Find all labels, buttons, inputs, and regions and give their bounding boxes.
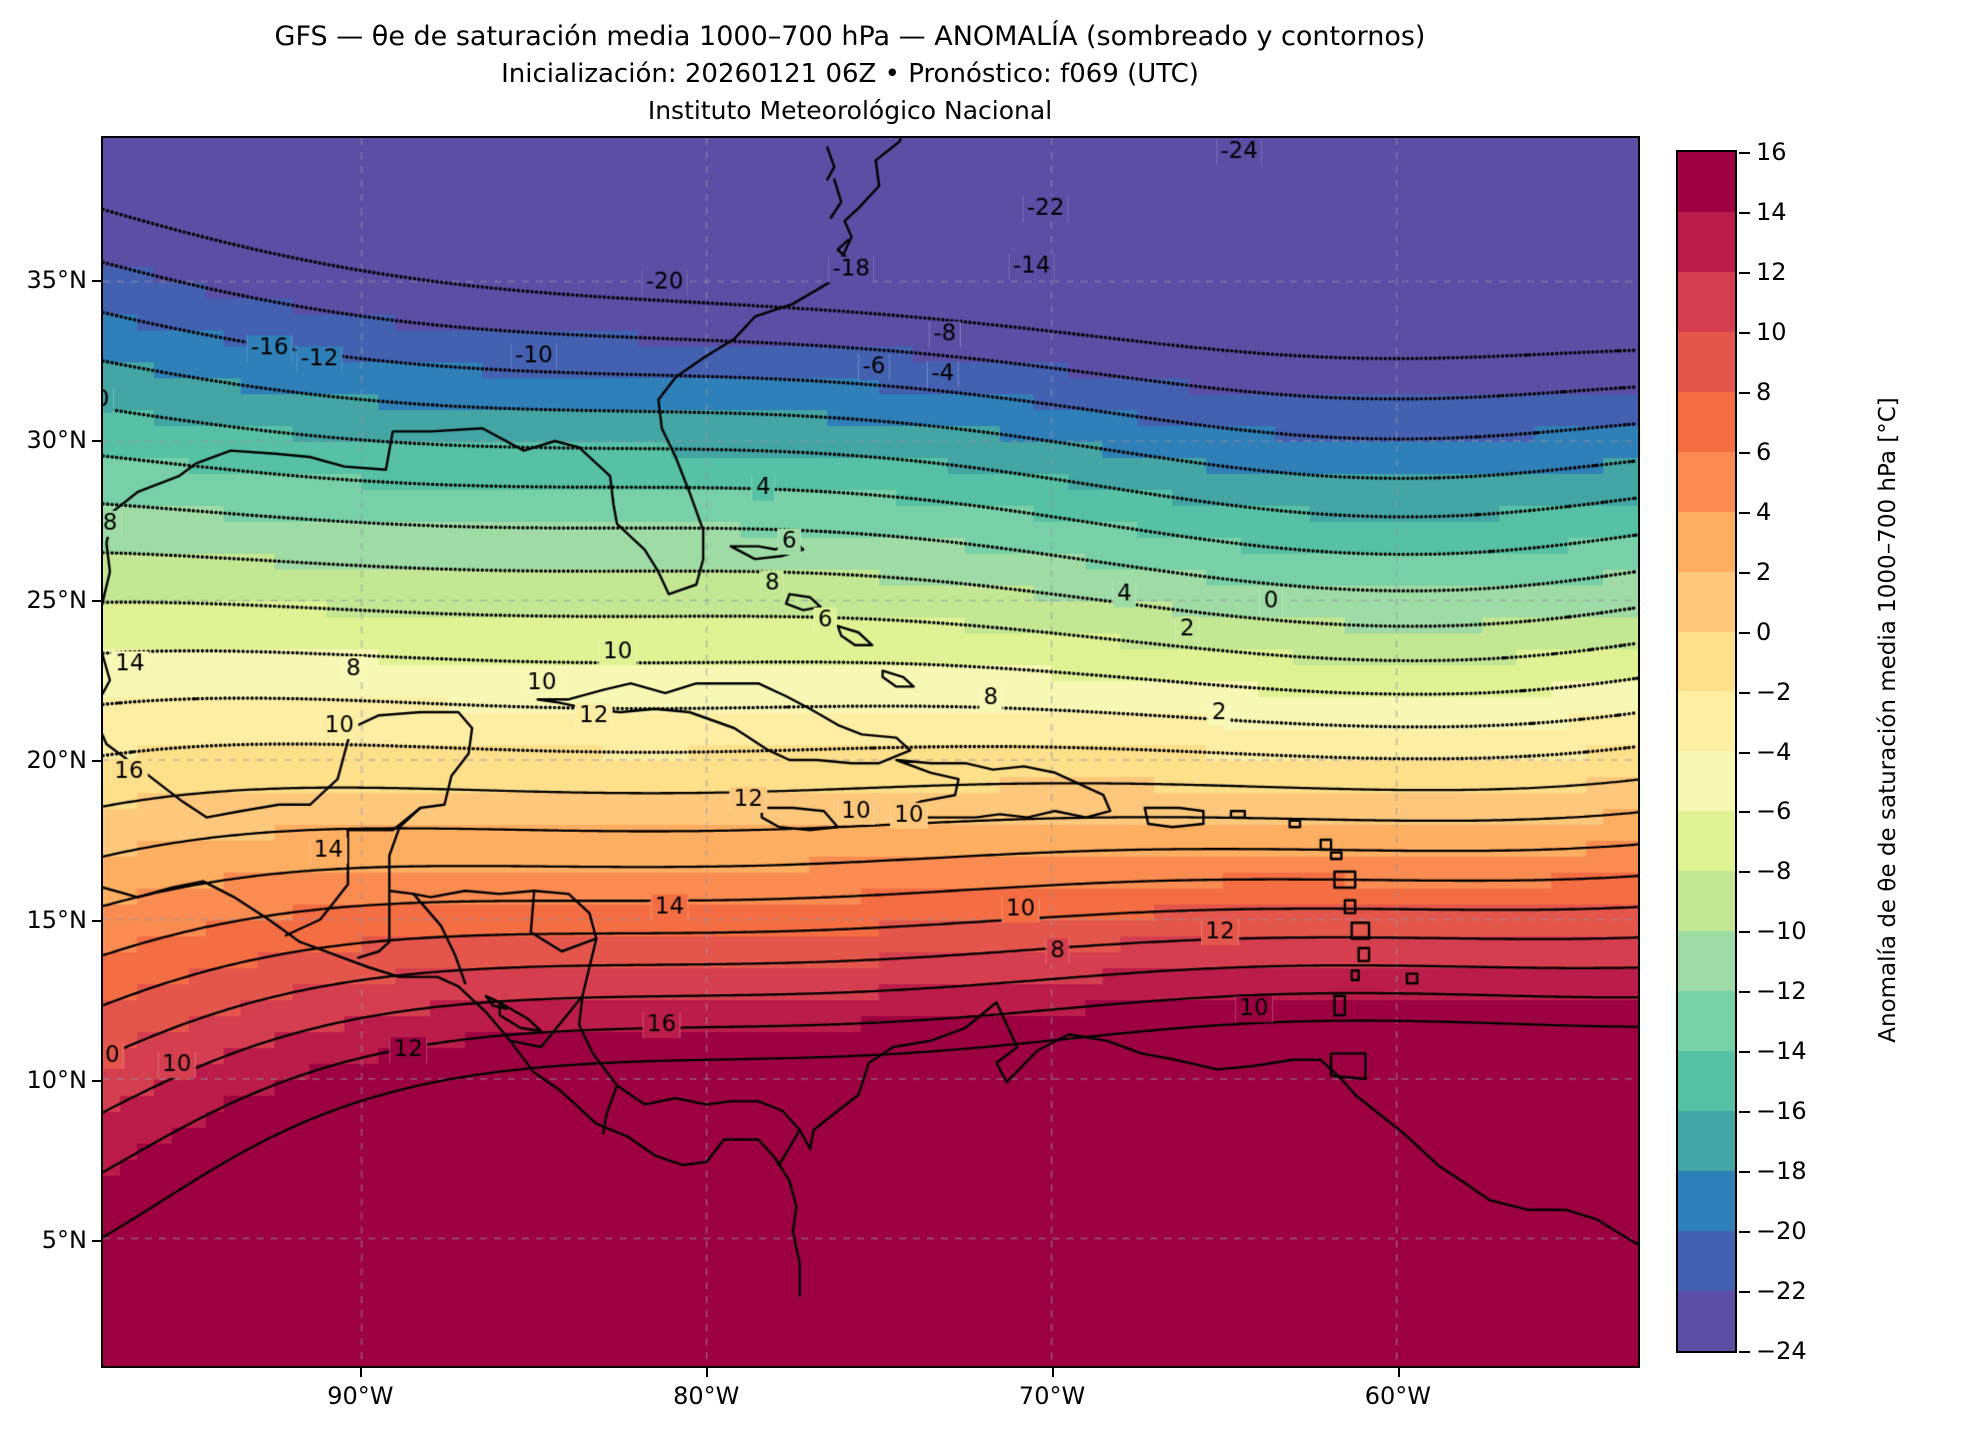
colorbar-segment--14--12 <box>1678 991 1735 1052</box>
colorbar-ticklabel-6: 6 <box>1756 437 1772 466</box>
colorbar-tickmark <box>1739 1231 1750 1234</box>
colorbar-ticklabel-8: 8 <box>1756 377 1772 406</box>
colorbar-tickmark <box>1739 1171 1750 1174</box>
colorbar-tickmark <box>1739 1291 1750 1294</box>
colorbar-ticklabel--4: −4 <box>1756 737 1792 766</box>
colorbar-tickmark <box>1739 1051 1750 1054</box>
colorbar-tickmark <box>1739 871 1750 874</box>
colorbar-segment-4-6 <box>1678 451 1735 512</box>
colorbar-ticklabel-2: 2 <box>1756 557 1772 586</box>
x-tick-60°W: 60°W <box>1364 1382 1432 1410</box>
colorbar-tickmark <box>1739 691 1750 694</box>
colorbar-ticklabel-16: 16 <box>1756 138 1787 166</box>
colorbar-segment--12--10 <box>1678 931 1735 992</box>
colorbar-ticklabel-10: 10 <box>1756 317 1787 346</box>
colorbar-tickmark <box>1739 391 1750 394</box>
colorbar-ticklabel--16: −16 <box>1756 1097 1807 1126</box>
y-tickmark <box>92 280 101 282</box>
chart-title: GFS — θe de saturación media 1000–700 hP… <box>274 21 1426 52</box>
colorbar-ticklabel--22: −22 <box>1756 1277 1807 1306</box>
x-tickmark <box>1052 1368 1055 1377</box>
y-tick-30°N: 30°N <box>26 426 88 454</box>
colorbar-tickmark <box>1739 271 1750 274</box>
y-tickmark <box>92 760 101 762</box>
colorbar-ticklabel--18: −18 <box>1756 1157 1807 1186</box>
colorbar-tickmark <box>1739 631 1750 634</box>
colorbar[interactable] <box>1676 150 1737 1353</box>
x-tick-90°W: 90°W <box>327 1382 394 1410</box>
colorbar-ticklabel--6: −6 <box>1756 797 1792 826</box>
colorbar-label: Anomalía de θe de saturación media 1000–… <box>1875 397 1901 1043</box>
colorbar-segment-0-2 <box>1678 571 1735 632</box>
colorbar-ticklabel--24: −24 <box>1756 1337 1807 1365</box>
colorbar-segment-12-14 <box>1678 211 1735 272</box>
colorbar-segment--8--6 <box>1678 811 1735 872</box>
colorbar-ticklabel--20: −20 <box>1756 1217 1807 1246</box>
colorbar-ticklabel--14: −14 <box>1756 1037 1807 1066</box>
y-tickmark <box>92 600 101 602</box>
y-tick-20°N: 20°N <box>26 746 88 774</box>
colorbar-ticklabel--10: −10 <box>1756 917 1807 946</box>
y-tick-25°N: 25°N <box>26 586 88 614</box>
colorbar-segment--22--20 <box>1678 1230 1735 1291</box>
colorbar-segment-10-12 <box>1678 271 1735 332</box>
anomaly-heatmap-canvas <box>103 138 1638 1366</box>
colorbar-ticklabel-12: 12 <box>1756 257 1787 286</box>
colorbar-segment-2-4 <box>1678 511 1735 572</box>
colorbar-segment-8-10 <box>1678 331 1735 392</box>
colorbar-tickmark <box>1739 511 1750 514</box>
colorbar-segment--20--18 <box>1678 1170 1735 1231</box>
colorbar-ticklabel--8: −8 <box>1756 857 1792 886</box>
colorbar-segment--16--14 <box>1678 1051 1735 1111</box>
map-axes[interactable] <box>101 136 1640 1368</box>
colorbar-ticklabel-14: 14 <box>1756 197 1787 226</box>
y-tickmark <box>92 920 101 922</box>
colorbar-segment--10--8 <box>1678 871 1735 932</box>
colorbar-segment--24--22 <box>1678 1290 1735 1351</box>
colorbar-tickmark <box>1739 811 1750 814</box>
colorbar-segment-6-8 <box>1678 391 1735 452</box>
x-tick-70°W: 70°W <box>1018 1382 1086 1410</box>
title-block: GFS — θe de saturación media 1000–700 hP… <box>0 18 1700 129</box>
colorbar-tickmark <box>1739 451 1750 454</box>
y-tickmark <box>92 1240 101 1242</box>
colorbar-tickmark <box>1739 1111 1750 1114</box>
y-tick-15°N: 15°N <box>26 906 88 934</box>
x-tickmark <box>360 1368 363 1377</box>
chart-institution: Instituto Meteorológico Nacional <box>647 96 1053 126</box>
chart-subtitle: Inicialización: 20260121 06Z • Pronóstic… <box>501 59 1199 90</box>
colorbar-ticklabel--12: −12 <box>1756 977 1807 1006</box>
colorbar-ticklabel-4: 4 <box>1756 497 1772 526</box>
colorbar-tickmark <box>1739 751 1750 754</box>
colorbar-segment--18--16 <box>1678 1111 1735 1171</box>
y-tickmark <box>92 1080 101 1082</box>
colorbar-tickmark <box>1739 571 1750 574</box>
y-tick-10°N: 10°N <box>26 1066 88 1094</box>
x-tickmark <box>1397 1368 1400 1377</box>
colorbar-segment--6--4 <box>1678 751 1735 812</box>
colorbar-segment--4--2 <box>1678 691 1735 752</box>
y-tickmark <box>92 440 101 442</box>
colorbar-tickmark <box>1739 152 1750 154</box>
colorbar-tickmark <box>1739 1351 1750 1353</box>
colorbar-tickmark <box>1739 991 1750 994</box>
colorbar-segment-14-16 <box>1678 152 1735 212</box>
x-tickmark <box>706 1368 709 1377</box>
y-tick-5°N: 5°N <box>41 1226 87 1254</box>
colorbar-tickmark <box>1739 211 1750 214</box>
colorbar-tickmark <box>1739 331 1750 334</box>
colorbar-segment--2-0 <box>1678 631 1735 692</box>
y-tick-35°N: 35°N <box>26 266 88 294</box>
x-tick-80°W: 80°W <box>673 1382 740 1410</box>
colorbar-tickmark <box>1739 931 1750 934</box>
colorbar-ticklabel--2: −2 <box>1756 677 1792 706</box>
colorbar-ticklabel-0: 0 <box>1756 617 1772 646</box>
